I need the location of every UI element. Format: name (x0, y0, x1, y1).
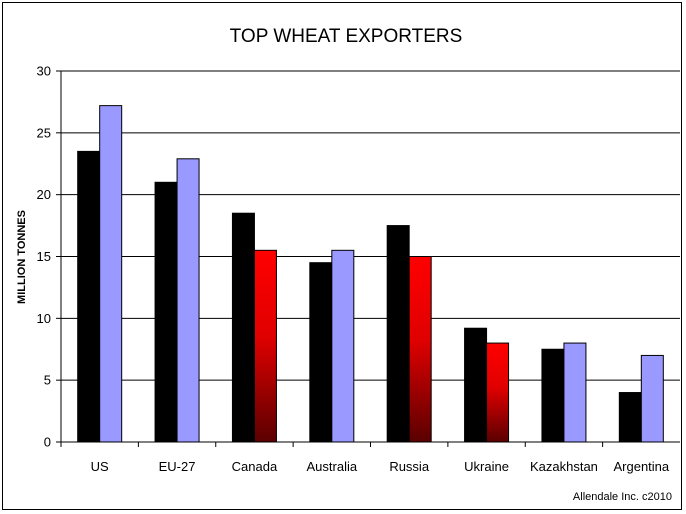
chart-title: TOP WHEAT EXPORTERS (230, 26, 463, 47)
bar (408, 256, 432, 443)
bar (563, 342, 587, 443)
x-tick-label: EU-27 (159, 459, 196, 474)
y-axis-label: MILLION TONNES (16, 210, 28, 304)
y-tick-label: 5 (44, 373, 51, 388)
bar (99, 105, 123, 443)
y-tick-label: 30 (37, 64, 51, 79)
x-tick-labels: US EU-27 Canada Australia Russia Ukraine Kazak… (60, 442, 670, 474)
bar (640, 354, 664, 443)
y-tick-labels: 0 5 10 15 20 25 30 (37, 64, 61, 450)
x-tick-label: Australia (307, 459, 358, 474)
x-tick-label: Argentina (613, 459, 669, 474)
y-tick-label: 20 (37, 187, 51, 202)
credit-text: Allendale Inc. c2010 (573, 491, 672, 503)
x-tick-label: Canada (232, 459, 278, 474)
bar (253, 249, 277, 443)
y-tick-label: 25 (37, 125, 51, 140)
bar (154, 181, 178, 443)
bar (231, 212, 255, 443)
bar (486, 342, 510, 443)
bar (331, 249, 355, 443)
bar (618, 392, 642, 443)
x-tick-label: Russia (389, 459, 430, 474)
bar (541, 348, 565, 443)
bar (464, 327, 488, 443)
bar (386, 225, 410, 443)
x-tick-label: Ukraine (464, 459, 509, 474)
bars (77, 105, 664, 443)
y-tick-label: 10 (37, 311, 51, 326)
bar (176, 158, 200, 443)
gridlines (61, 70, 680, 381)
y-tick-label: 15 (37, 249, 51, 264)
y-tick-label: 0 (44, 435, 51, 450)
x-tick-label: Kazakhstan (530, 459, 598, 474)
bar (77, 150, 101, 443)
x-tick-label: US (91, 459, 109, 474)
bar (309, 262, 333, 443)
